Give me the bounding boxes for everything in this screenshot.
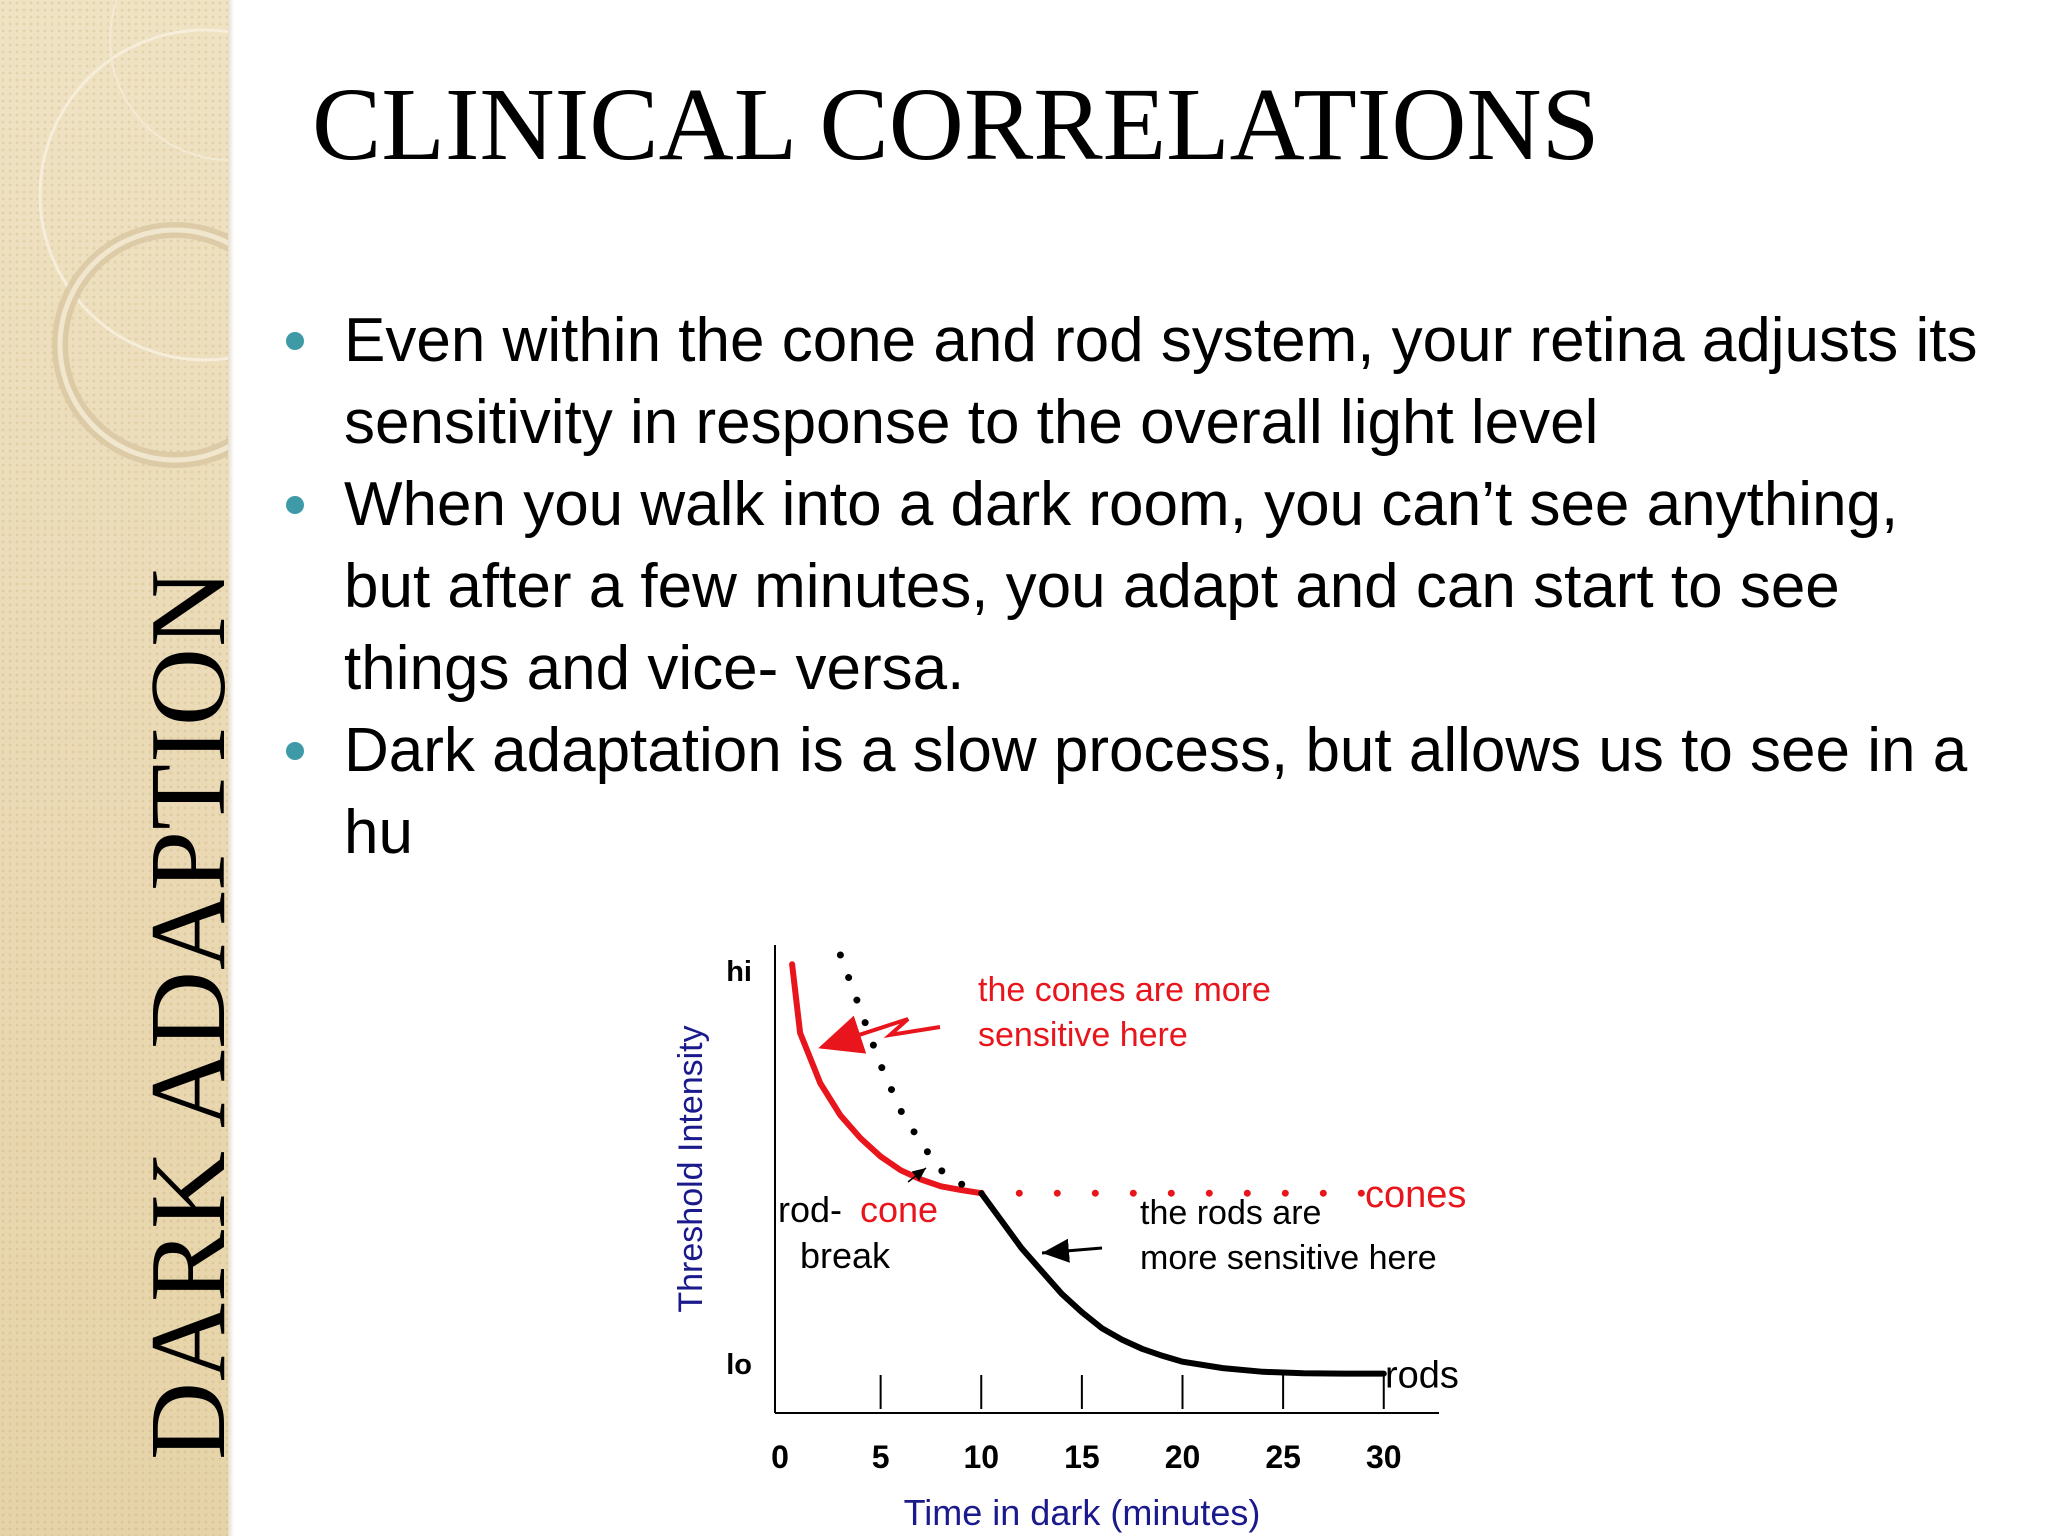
annotation-rods-label: rods — [1385, 1355, 1459, 1397]
bullet-item: When you walk into a dark room, you can’… — [280, 464, 1980, 710]
annotation-arrow-cones — [818, 1015, 941, 1054]
annotation-cones-sensitive-line2: sensitive here — [978, 1016, 1188, 1054]
bullet-item: Even within the cone and rod system, you… — [280, 300, 1980, 464]
chart-labels: the cones are more sensitive here cones the… — [778, 971, 1466, 1397]
bullet-text: Even within the cone and rod system, you… — [344, 306, 1978, 457]
annotation-break-text: break — [800, 1235, 891, 1276]
x-tick-label: 5 — [872, 1439, 890, 1475]
decorative-rings — [38, 0, 228, 468]
y-tick-label-hi: hi — [726, 956, 752, 988]
annotation-cones-label: cones — [1365, 1174, 1466, 1216]
annotation-arrow-rods — [1041, 1238, 1103, 1263]
page-title: CLINICAL CORRELATIONS — [312, 67, 1600, 182]
bullet-dot-icon — [286, 496, 304, 514]
chart-svg: 0 5 10 15 20 25 30 hi lo Time in dark (minutes) Th… — [672, 945, 1466, 1533]
series-line-unlabeled-dotted — [836, 951, 985, 1197]
annotation-rods-sensitive-line1: the rods are — [1140, 1194, 1321, 1232]
dark-adaptation-chart: 0 5 10 15 20 25 30 hi lo Time in dark (minutes) Th… — [640, 935, 1520, 1536]
bullet-text: Dark adaptation is a slow process, but a… — [344, 716, 1968, 867]
sidebar-edge — [228, 0, 234, 1536]
annotation-rod-text: rod- — [778, 1189, 842, 1230]
series-line-cones-solid — [789, 961, 985, 1197]
annotation-cone-text: cone — [860, 1189, 938, 1230]
vertical-section-title: DARK ADAPTION — [129, 567, 228, 1460]
bullet-text: When you walk into a dark room, you can’… — [344, 470, 1899, 703]
bullet-list: Even within the cone and rod system, you… — [280, 300, 1980, 874]
series-line-rods-solid — [978, 1190, 1387, 1377]
chart-series — [789, 951, 1387, 1377]
x-tick-label: 10 — [963, 1439, 999, 1475]
bullet-dot-icon — [286, 332, 304, 350]
annotation-arrow-break — [907, 1167, 927, 1183]
x-tick-label: 0 — [771, 1439, 789, 1475]
annotation-cones-sensitive-line1: the cones are more — [978, 971, 1271, 1009]
annotation-rods-sensitive-line2: more sensitive here — [1140, 1239, 1437, 1277]
x-axis-title: Time in dark (minutes) — [904, 1492, 1261, 1533]
sidebar-band: DARK ADAPTION — [0, 0, 228, 1536]
x-tick-label: 30 — [1366, 1439, 1402, 1475]
y-axis-title: Threshold Intensity — [672, 1025, 710, 1312]
y-tick-label-lo: lo — [726, 1349, 752, 1381]
x-tick-label: 20 — [1165, 1439, 1201, 1475]
x-tick-label: 15 — [1064, 1439, 1100, 1475]
bullet-item: Dark adaptation is a slow process, but a… — [280, 710, 1980, 874]
chart-axes: 0 5 10 15 20 25 30 hi lo Time in dark (minutes) Th… — [672, 945, 1439, 1533]
x-tick-label: 25 — [1265, 1439, 1301, 1475]
bullet-dot-icon — [286, 742, 304, 760]
